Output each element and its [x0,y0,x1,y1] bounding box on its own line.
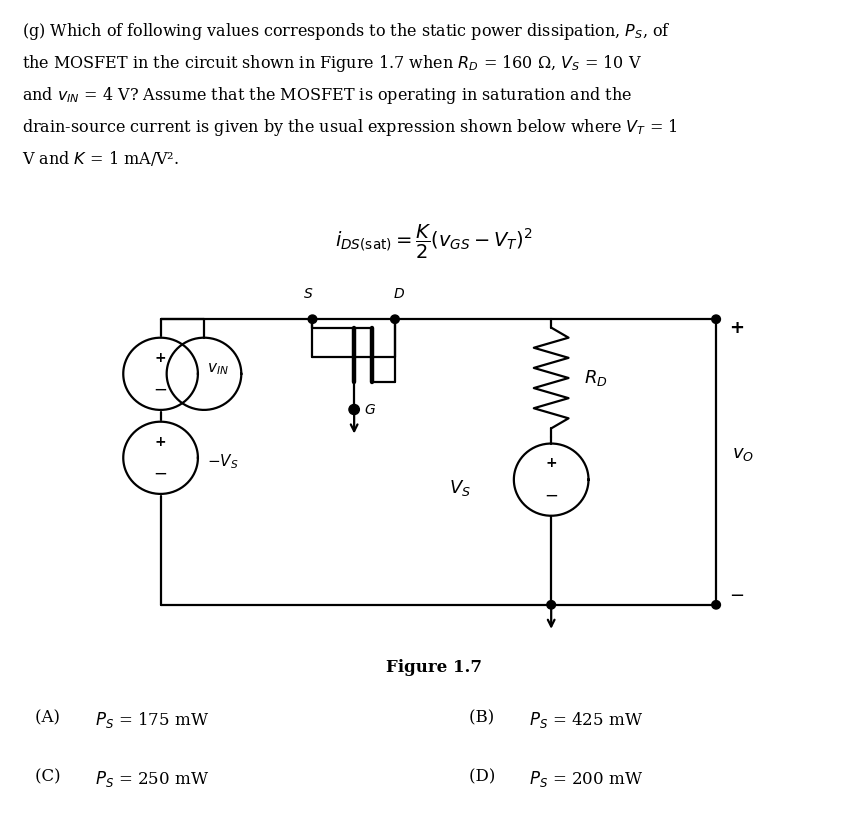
Text: $i_{DS(\mathrm{sat})} = \dfrac{K}{2}(v_{GS} - V_T)^2$: $i_{DS(\mathrm{sat})} = \dfrac{K}{2}(v_{… [335,223,533,260]
Text: −: − [729,587,744,606]
Text: (D): (D) [469,769,500,785]
Text: S: S [304,286,312,301]
Text: $P_S$ = 200 mW: $P_S$ = 200 mW [529,769,644,789]
Circle shape [308,315,317,323]
Circle shape [547,601,556,609]
Text: (B): (B) [469,710,499,727]
Text: +: + [545,456,557,470]
Text: +: + [155,350,167,365]
Text: the MOSFET in the circuit shown in Figure 1.7 when $R_D$ = 160 Ω, $V_S$ = 10 V: the MOSFET in the circuit shown in Figur… [22,53,641,74]
Text: (g) Which of following values corresponds to the static power dissipation, $P_S$: (g) Which of following values correspond… [22,21,671,42]
Text: $R_D$: $R_D$ [584,368,608,388]
Text: V and $K$ = 1 mA/V².: V and $K$ = 1 mA/V². [22,149,179,168]
Text: drain-source current is given by the usual expression shown below where $V_T$ = : drain-source current is given by the usu… [22,117,677,138]
Text: +: + [729,318,744,337]
Circle shape [712,601,720,609]
Text: $v_{IN}$: $v_{IN}$ [207,362,228,377]
Text: $-V_S$: $-V_S$ [207,453,238,471]
Text: −: − [154,465,168,483]
Text: −: − [154,381,168,399]
Text: $P_S$ = 250 mW: $P_S$ = 250 mW [95,769,210,789]
Text: $V_S$: $V_S$ [449,478,470,498]
Text: D: D [394,286,404,301]
Text: and $v_{IN}$ = 4 V? Assume that the MOSFET is operating in saturation and the: and $v_{IN}$ = 4 V? Assume that the MOSF… [22,85,632,106]
Circle shape [349,405,359,415]
Circle shape [712,315,720,323]
Text: (C): (C) [35,769,71,785]
Text: G: G [365,402,375,417]
Text: +: + [155,434,167,449]
Text: (A): (A) [35,710,70,727]
Text: $v_O$: $v_O$ [732,444,753,463]
Circle shape [391,315,399,323]
Text: $P_S$ = 425 mW: $P_S$ = 425 mW [529,710,644,730]
Text: $P_S$ = 175 mW: $P_S$ = 175 mW [95,710,210,730]
Text: Figure 1.7: Figure 1.7 [386,659,482,676]
Text: −: − [544,487,558,505]
